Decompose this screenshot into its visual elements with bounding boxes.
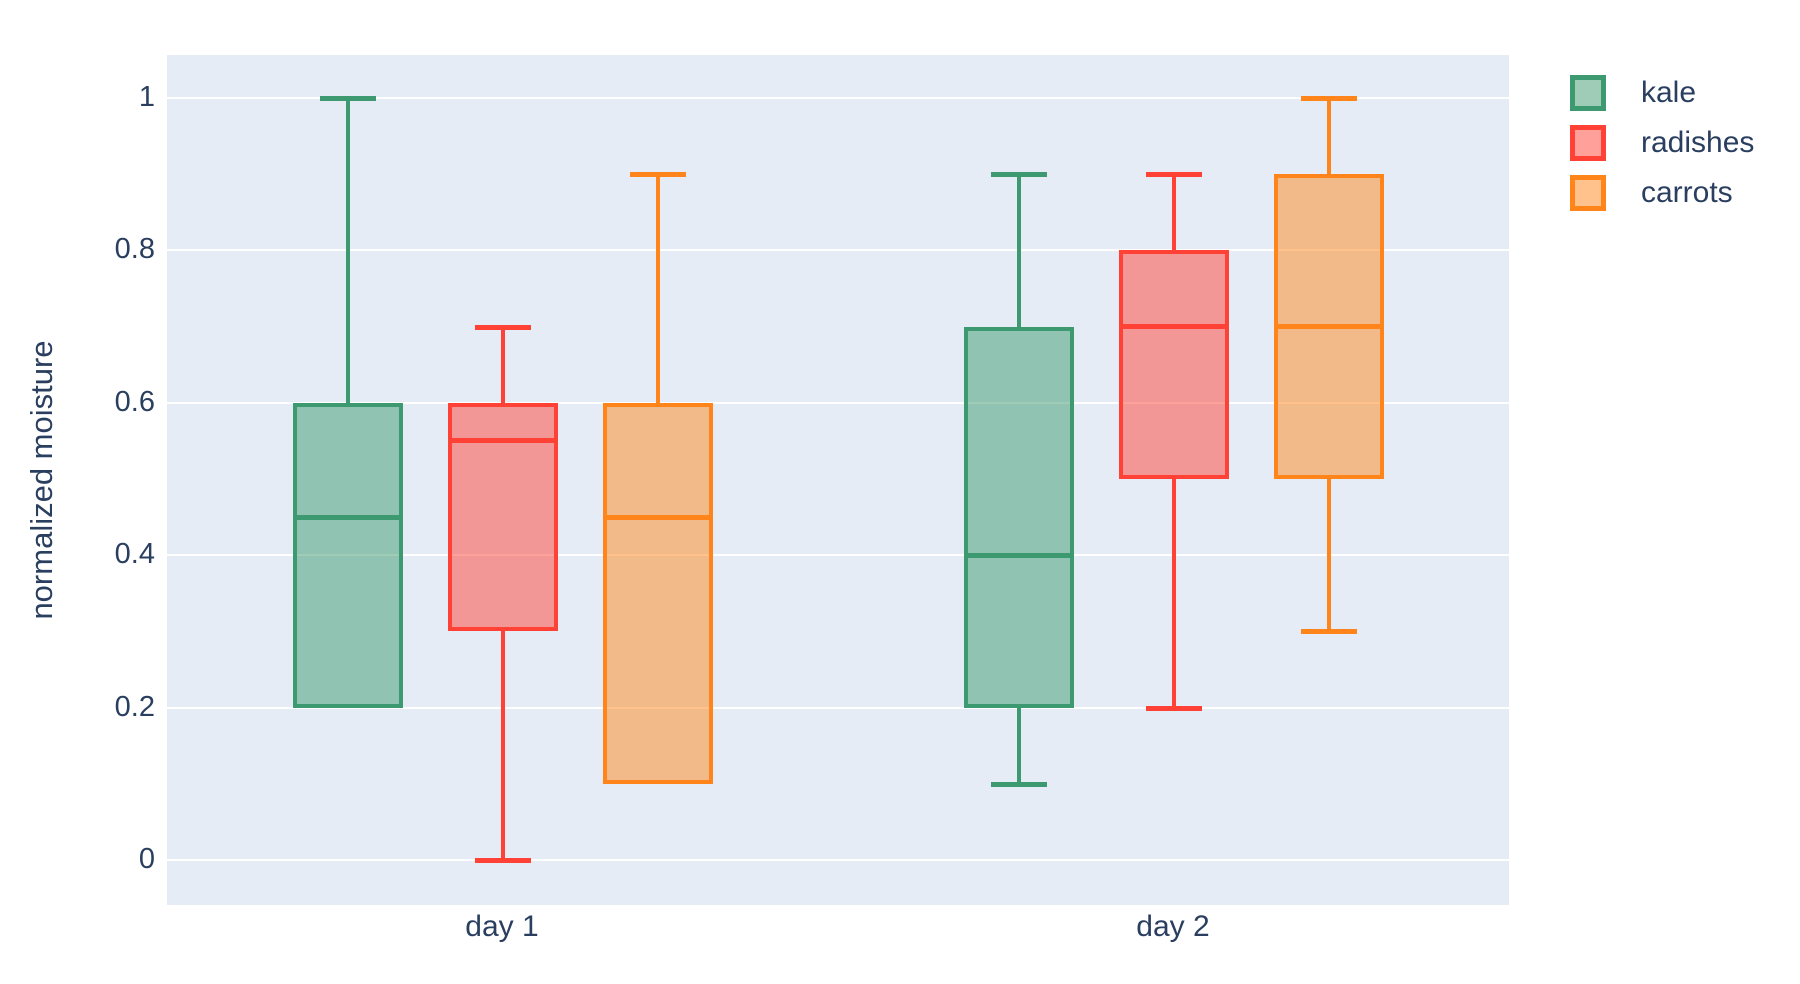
gridline — [167, 401, 1509, 404]
legend-item-kale[interactable]: kale — [1570, 68, 1754, 118]
legend-item-carrots[interactable]: carrots — [1570, 168, 1754, 218]
whisker-stem — [655, 174, 660, 403]
y-tick-label: 0 — [138, 842, 155, 875]
legend-label: carrots — [1641, 176, 1733, 209]
median-line — [963, 552, 1074, 558]
median-line — [602, 514, 713, 520]
y-axis-title: normalized moisture — [24, 340, 59, 620]
whisker-cap — [1145, 705, 1202, 711]
legend-label: radishes — [1641, 126, 1755, 159]
whisker-cap — [990, 781, 1047, 787]
box-rect — [447, 402, 558, 632]
y-tick-label: 0.8 — [114, 233, 155, 266]
whisker-cap — [474, 324, 531, 330]
whisker-cap — [1300, 96, 1357, 101]
box-rect — [963, 326, 1074, 708]
whisker-cap — [1300, 629, 1357, 635]
plot-area[interactable] — [167, 55, 1509, 905]
box-carrots-day-2[interactable] — [1273, 95, 1384, 635]
gridline — [167, 554, 1509, 557]
whisker-stem — [1016, 707, 1021, 784]
whisker-stem — [345, 98, 350, 403]
y-tick-label: 1 — [138, 80, 155, 113]
whisker-stem — [1016, 174, 1021, 327]
whisker-stem — [1326, 98, 1331, 175]
box-kale-day-2[interactable] — [963, 171, 1074, 787]
box-rect — [292, 402, 403, 708]
y-tick-label: 0.6 — [114, 385, 155, 418]
box-kale-day-1[interactable] — [292, 95, 403, 711]
whisker-stem — [1171, 478, 1176, 708]
legend-label: kale — [1641, 76, 1697, 109]
y-tick-label: 0.2 — [114, 690, 155, 723]
legend-item-radishes[interactable]: radishes — [1570, 118, 1754, 168]
legend-swatch-kale-icon — [1570, 75, 1606, 111]
gridline — [167, 97, 1509, 99]
legend: kale radishes carrots — [1570, 68, 1754, 218]
x-tick-day-1: day 1 — [465, 910, 539, 943]
box-rect — [1118, 250, 1229, 479]
legend-swatch-radishes-icon — [1570, 125, 1606, 161]
whisker-stem — [500, 326, 505, 403]
median-line — [1273, 324, 1384, 330]
gridline — [167, 706, 1509, 709]
gridline — [167, 859, 1509, 861]
whisker-cap — [990, 172, 1047, 178]
whisker-cap — [629, 172, 686, 178]
y-tick-label: 0.4 — [114, 538, 155, 571]
box-radishes-day-2[interactable] — [1118, 171, 1229, 711]
whisker-stem — [1326, 479, 1331, 632]
whisker-cap — [1145, 172, 1202, 178]
box-radishes-day-1[interactable] — [447, 324, 558, 863]
median-line — [1118, 324, 1229, 330]
gridline — [167, 249, 1509, 252]
box-rect — [602, 402, 713, 784]
whisker-stem — [500, 631, 505, 860]
legend-swatch-carrots-icon — [1570, 175, 1606, 211]
whisker-cap — [319, 96, 376, 101]
median-line — [447, 438, 558, 444]
x-tick-day-2: day 2 — [1136, 910, 1210, 943]
whisker-cap — [474, 857, 531, 863]
whisker-stem — [1171, 174, 1176, 251]
box-carrots-day-1[interactable] — [602, 171, 713, 787]
median-line — [292, 514, 403, 520]
